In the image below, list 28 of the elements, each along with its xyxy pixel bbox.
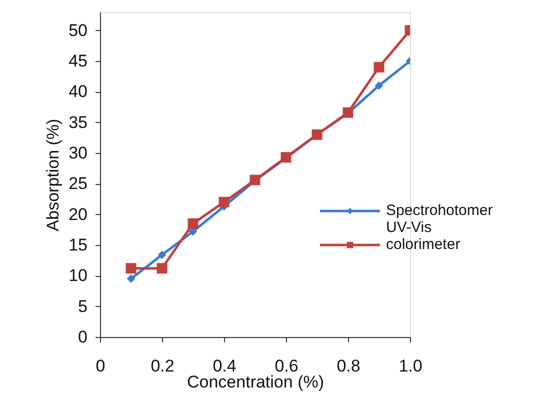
point xyxy=(126,274,136,283)
x-tick-label: 0.2 xyxy=(150,356,174,376)
y-axis-title: Absorption (%) xyxy=(44,118,63,232)
point xyxy=(156,263,168,274)
y-tick-label: 35 xyxy=(68,112,88,132)
legend-label: colorimeter xyxy=(386,236,460,253)
x-axis-title: Concentration (%) xyxy=(186,372,324,392)
point xyxy=(374,62,384,72)
point xyxy=(188,218,198,229)
x-tick-label: 1.0 xyxy=(398,356,422,376)
x-tick-label: 0.6 xyxy=(274,356,298,376)
x-tick-label: 0.8 xyxy=(336,356,360,376)
y-tick-label: 15 xyxy=(68,236,88,255)
x-tick-label: 0 xyxy=(96,356,106,376)
y-tick-label: 10 xyxy=(68,266,88,286)
y-tick-label: 20 xyxy=(68,204,88,224)
point xyxy=(158,250,166,260)
y-tick-label: 0 xyxy=(78,328,88,346)
point xyxy=(218,196,230,208)
y-tick-label: 30 xyxy=(68,144,88,163)
y-tick-label: 25 xyxy=(68,174,88,194)
y-tick-label: 40 xyxy=(68,82,88,102)
y-tick-label: 5 xyxy=(78,296,88,316)
point xyxy=(126,263,136,274)
x-tick-label: 0.4 xyxy=(212,356,236,376)
y-tick-label: 45 xyxy=(68,52,88,71)
y-tick-label: 50 xyxy=(68,20,88,40)
point xyxy=(374,81,384,90)
